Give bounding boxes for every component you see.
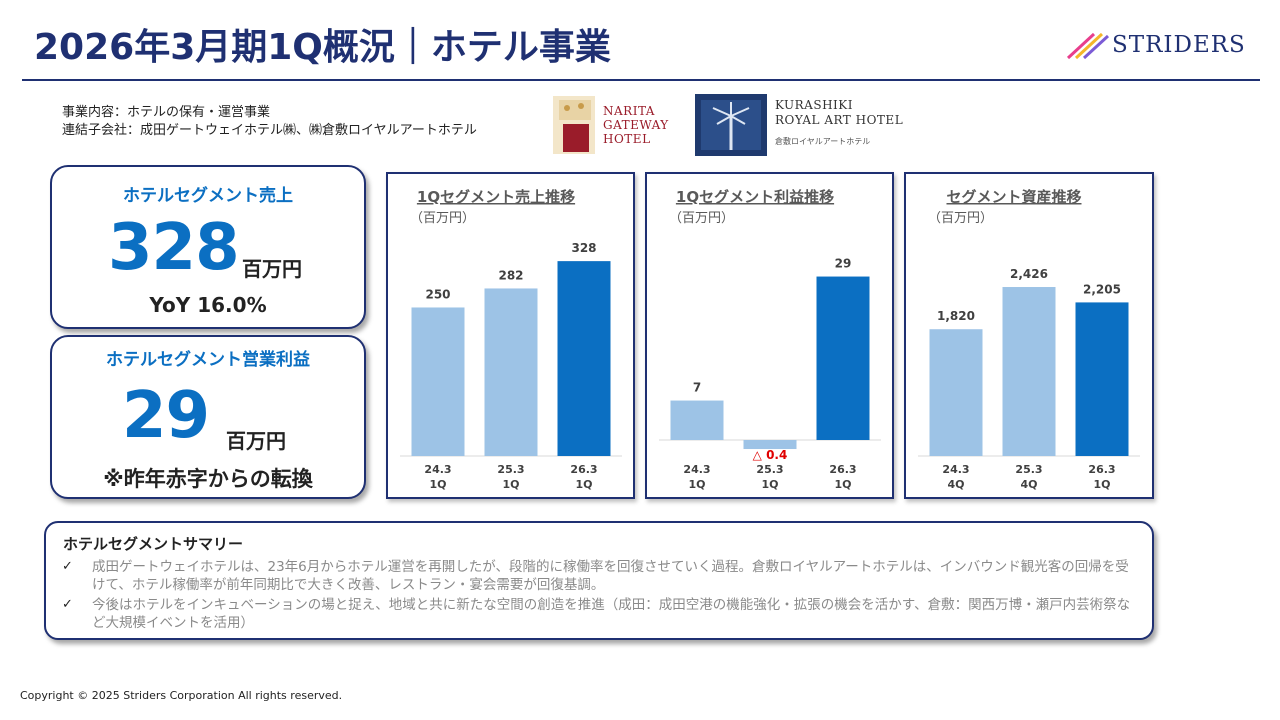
profit-trend-chart: 1Qセグメント利益推移 （百万円） 7 24.3 1Q △ 0.4 25.3 1Q 29 26.3… [645, 172, 894, 499]
chart-category-label: 24.3 [942, 463, 969, 476]
chart-bar [743, 440, 797, 450]
hotel-sales-card: ホテルセグメント売上 328 百万円 YoY 16.0% [50, 165, 366, 329]
hotel-profit-note: ※昨年赤字からの転換 [103, 467, 313, 491]
chart-title: 1Qセグメント利益推移 [676, 188, 834, 206]
chart-data-label: 282 [498, 268, 523, 282]
chart-category-label: 26.3 [1088, 463, 1115, 476]
chart-category-label: 1Q [761, 478, 778, 491]
chart-category-label: 1Q [688, 478, 705, 491]
summary-item-text: 成田ゲートウェイホテルは、23年6月からホテル運営を再開したが、段階的に稼働率を… [92, 559, 1129, 593]
copyright-notice: Copyright © 2025 Striders Corporation Al… [20, 689, 343, 702]
narita-logo-line: HOTEL [603, 132, 651, 146]
narita-gateway-hotel-logo: NARITA GATEWAY HOTEL [551, 94, 675, 156]
chart-category-label: 4Q [1020, 478, 1037, 491]
chart-category-label: 1Q [1093, 478, 1110, 491]
narita-emblem-icon [553, 96, 595, 154]
hotel-profit-unit: 百万円 [226, 429, 286, 453]
chart-category-label: 1Q [575, 478, 592, 491]
chart-category-label: 25.3 [1015, 463, 1042, 476]
business-content-line: 事業内容：ホテルの保有・運営事業 [62, 105, 271, 120]
chart-data-label: 2,205 [1083, 282, 1121, 296]
business-description: 事業内容：ホテルの保有・運営事業 連結子会社：成田ゲートウェイホテル㈱、㈱倉敷ロ… [62, 104, 477, 140]
chart-svg: 1Qセグメント利益推移 （百万円） 7 24.3 1Q △ 0.425.3 1Q 29 26.3… [659, 188, 881, 491]
hotel-segment-summary: ホテルセグメントサマリー ✓ 成田ゲートウェイホテルは、23年6月からホテル運営… [44, 521, 1154, 640]
summary-title: ホテルセグメントサマリー [63, 535, 244, 553]
chart-bar [1002, 287, 1056, 456]
chart-category-label: 1Q [502, 478, 519, 491]
chart-category-label: 1Q [429, 478, 446, 491]
kurashiki-logo-line: ROYAL ART HOTEL [775, 113, 904, 127]
chart-data-label: 1,820 [937, 309, 975, 323]
chart-category-label: 26.3 [829, 463, 856, 476]
chart-category-label: 25.3 [497, 463, 524, 476]
chart-title: 1Qセグメント売上推移 [417, 188, 575, 206]
chart-category-label: 25.3 [756, 463, 783, 476]
palm-tree-icon [695, 94, 767, 156]
chart-category-label: 24.3 [683, 463, 710, 476]
check-icon: ✓ [62, 559, 73, 574]
chart-bar [484, 288, 538, 456]
check-icon: ✓ [62, 597, 73, 612]
hotel-sales-yoy: YoY 16.0% [149, 293, 267, 317]
chart-bar [670, 400, 724, 440]
hotel-profit-card: ホテルセグメント営業利益 29 百万円 ※昨年赤字からの転換 [50, 335, 366, 499]
chart-data-label: 328 [571, 241, 596, 255]
kurashiki-royal-art-hotel-logo: KURASHIKI ROYAL ART HOTEL 倉敷ロイヤルアートホテル [695, 94, 910, 156]
chart-unit-label: （百万円） [669, 211, 734, 226]
chart-data-label: 29 [835, 257, 852, 271]
chart-bar [411, 307, 465, 456]
chart-data-label: 7 [693, 381, 701, 395]
chart-category-label: 4Q [947, 478, 964, 491]
striders-logo-mark [1066, 32, 1110, 60]
chart-bar [1075, 302, 1129, 456]
kurashiki-logo-line: KURASHIKI [775, 98, 853, 112]
chart-title: セグメント資産推移 [946, 188, 1081, 206]
chart-bar [557, 261, 611, 456]
chart-bar [929, 329, 983, 456]
chart-unit-label: （百万円） [928, 211, 993, 226]
narita-logo-line: NARITA [603, 104, 655, 118]
summary-item-text: 今後はホテルをインキュベーションの場と捉え、地域と共に新たな空間の創造を推進（成… [92, 597, 1131, 631]
striders-logo: STRIDERS [1064, 30, 1254, 62]
chart-data-label: △ 0.4 [753, 448, 788, 462]
hotel-sales-heading: ホテルセグメント売上 [123, 186, 293, 206]
chart-svg: セグメント資産推移 （百万円） 1,820 24.3 4Q 2,426 25.3 4Q 2,20… [918, 188, 1140, 491]
chart-bar [816, 276, 870, 440]
subsidiaries-line: 連結子会社：成田ゲートウェイホテル㈱、㈱倉敷ロイヤルアートホテル [62, 123, 477, 138]
summary-item: ✓ 今後はホテルをインキュベーションの場と捉え、地域と共に新たな空間の創造を推進… [62, 596, 1132, 632]
chart-category-label: 26.3 [570, 463, 597, 476]
hotel-profit-heading: ホテルセグメント営業利益 [106, 350, 310, 370]
page-title: 2026年3月期1Q概況｜ホテル事業 [34, 27, 611, 68]
hotel-sales-unit: 百万円 [242, 257, 302, 281]
kurashiki-logo-subtitle: 倉敷ロイヤルアートホテル [775, 137, 871, 146]
chart-data-label: 2,426 [1010, 267, 1048, 281]
chart-data-label: 250 [425, 287, 450, 301]
hotel-profit-value: 29 [122, 379, 210, 453]
chart-category-label: 24.3 [424, 463, 451, 476]
hotel-sales-value: 328 [108, 211, 240, 285]
asset-trend-chart: セグメント資産推移 （百万円） 1,820 24.3 4Q 2,426 25.3 4Q 2,20… [904, 172, 1154, 499]
chart-svg: 1Qセグメント売上推移 （百万円） 250 24.3 1Q 282 25.3 1Q 328 26.… [400, 188, 622, 491]
chart-category-label: 1Q [834, 478, 851, 491]
title-divider [22, 79, 1260, 81]
sales-trend-chart: 1Qセグメント売上推移 （百万円） 250 24.3 1Q 282 25.3 1Q 328 26.… [386, 172, 635, 499]
summary-item: ✓ 成田ゲートウェイホテルは、23年6月からホテル運営を再開したが、段階的に稼働… [62, 558, 1132, 594]
chart-unit-label: （百万円） [410, 211, 475, 226]
striders-logo-text: STRIDERS [1112, 32, 1246, 58]
narita-logo-line: GATEWAY [603, 118, 669, 132]
